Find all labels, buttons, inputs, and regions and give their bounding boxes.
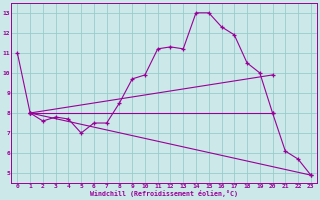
X-axis label: Windchill (Refroidissement éolien,°C): Windchill (Refroidissement éolien,°C) — [90, 190, 238, 197]
